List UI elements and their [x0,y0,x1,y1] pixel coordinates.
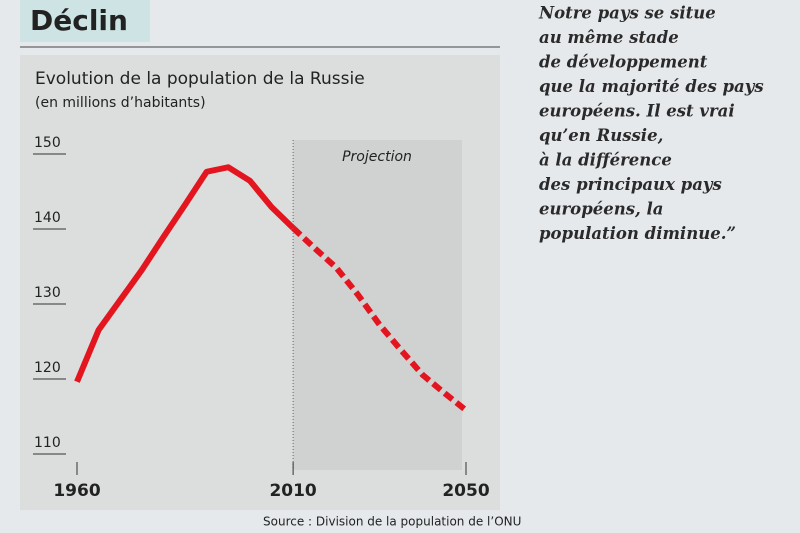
quote-line: que la majorité des pays [539,77,764,96]
projection-label: Projection [342,149,412,165]
chart-subtitle: (en millions d’habitants) [35,95,206,111]
quote-line: des principaux pays [539,175,722,194]
quote-line: qu’en Russie, [539,126,663,145]
quote-line: à la différence [539,151,672,170]
source: Source : Division de la population de l’… [263,515,521,529]
y-tick-label: 110 [34,435,61,451]
quote-line: de développement [539,53,708,72]
series-line [74,164,296,383]
x-tick-label: 2050 [442,481,489,501]
series-line [291,225,468,413]
projection-region [293,140,462,470]
y-tick-label: 120 [34,360,61,376]
x-tick-label: 2010 [269,481,316,501]
quote-line: européens, la [539,200,663,219]
y-tick-label: 140 [34,210,61,226]
quote-line: Notre pays se situe [538,4,716,23]
x-tick-label: 1960 [53,481,100,501]
header: Déclin [30,4,128,37]
y-tick-label: 150 [34,135,61,151]
quote-line: population diminue.” [539,224,736,243]
quote-line: européens. Il est vrai [539,102,735,121]
y-tick-label: 130 [34,285,61,301]
header-background [20,0,150,42]
chart-title: Evolution de la population de la Russie [35,69,365,89]
quote-line: au même stade [539,28,679,47]
